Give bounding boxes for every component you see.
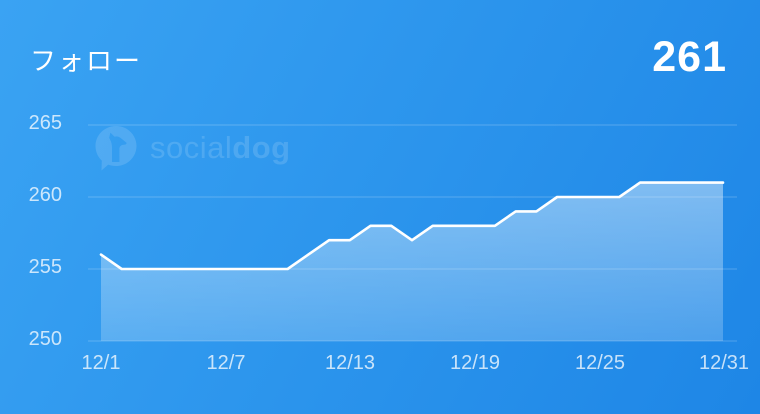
- y-axis-tick-255: 255: [28, 256, 62, 278]
- y-axis-tick-260: 260: [28, 184, 62, 206]
- x-axis-tick-12-1: 12/1: [81, 352, 121, 374]
- y-axis-tick-250: 250: [28, 328, 62, 350]
- follower-line: [99, 181, 725, 271]
- x-axis-tick-12-7: 12/7: [206, 352, 246, 374]
- x-axis-tick-12-31: 12/31: [698, 352, 750, 374]
- page-title: フォロー: [30, 46, 143, 76]
- x-axis-tick-12-19: 12/19: [449, 352, 501, 374]
- current-follower-count: 261: [652, 33, 727, 81]
- follower-area: [101, 182, 723, 341]
- x-axis-tick-12-13: 12/13: [324, 352, 376, 374]
- x-axis-tick-12-25: 12/25: [574, 352, 626, 374]
- y-axis-tick-265: 265: [28, 112, 62, 134]
